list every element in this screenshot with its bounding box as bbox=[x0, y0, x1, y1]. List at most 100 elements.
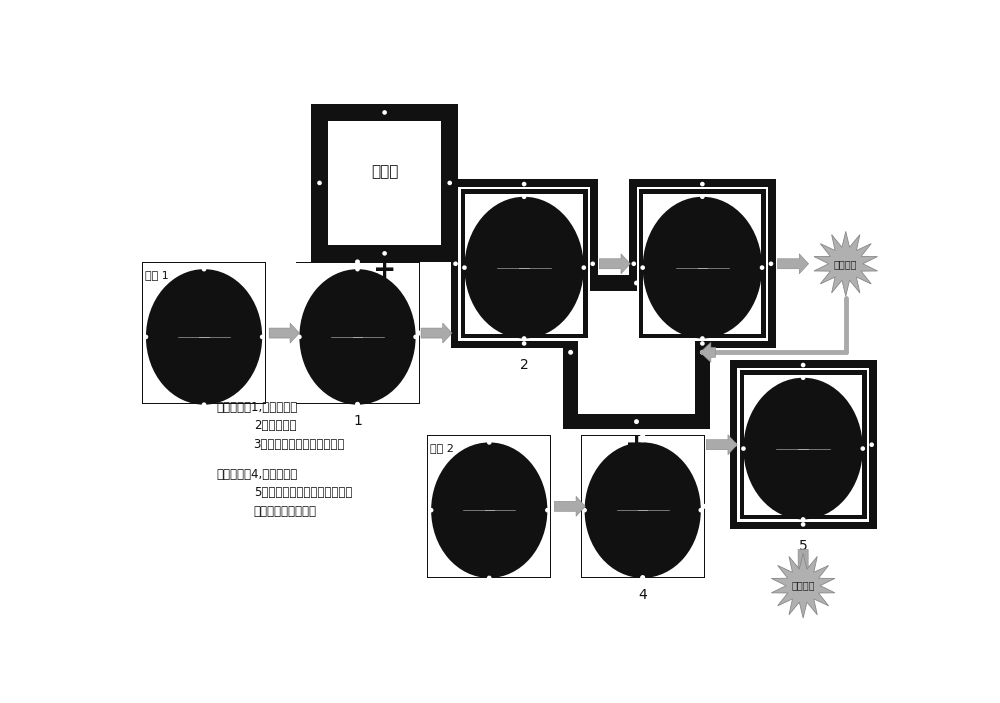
Circle shape bbox=[801, 363, 805, 368]
Circle shape bbox=[382, 110, 387, 115]
Circle shape bbox=[741, 446, 746, 451]
FancyArrow shape bbox=[778, 254, 809, 273]
Polygon shape bbox=[771, 553, 835, 618]
Circle shape bbox=[522, 341, 526, 346]
FancyBboxPatch shape bbox=[428, 436, 550, 576]
Circle shape bbox=[202, 267, 206, 271]
Text: 紫外曝光: 紫外曝光 bbox=[791, 581, 815, 591]
Circle shape bbox=[700, 182, 705, 186]
Circle shape bbox=[801, 375, 805, 380]
Text: 记号对准，安装掩膜: 记号对准，安装掩膜 bbox=[254, 505, 317, 518]
FancyArrow shape bbox=[599, 254, 630, 273]
Text: +: + bbox=[625, 431, 648, 459]
FancyBboxPatch shape bbox=[737, 368, 869, 522]
Text: 2，安装掩膜: 2，安装掩膜 bbox=[254, 419, 296, 432]
Text: +: + bbox=[373, 256, 396, 284]
Ellipse shape bbox=[585, 442, 701, 578]
Circle shape bbox=[640, 440, 645, 445]
Circle shape bbox=[578, 504, 583, 509]
Circle shape bbox=[144, 335, 148, 340]
FancyBboxPatch shape bbox=[730, 360, 877, 529]
Circle shape bbox=[447, 181, 452, 185]
Circle shape bbox=[202, 402, 206, 407]
FancyBboxPatch shape bbox=[465, 194, 583, 334]
FancyBboxPatch shape bbox=[296, 262, 420, 404]
Circle shape bbox=[702, 504, 707, 509]
Circle shape bbox=[297, 335, 302, 340]
Circle shape bbox=[769, 262, 773, 266]
Ellipse shape bbox=[146, 269, 262, 405]
Text: 5: 5 bbox=[799, 539, 808, 553]
Text: 3: 3 bbox=[698, 359, 707, 373]
FancyBboxPatch shape bbox=[581, 435, 705, 578]
Circle shape bbox=[698, 508, 703, 512]
Circle shape bbox=[355, 402, 360, 407]
Circle shape bbox=[801, 522, 805, 527]
FancyBboxPatch shape bbox=[461, 189, 588, 338]
Circle shape bbox=[355, 402, 360, 407]
FancyBboxPatch shape bbox=[637, 187, 768, 341]
Circle shape bbox=[801, 517, 805, 522]
Ellipse shape bbox=[431, 442, 547, 578]
Circle shape bbox=[417, 330, 422, 335]
Circle shape bbox=[382, 251, 387, 256]
FancyArrow shape bbox=[793, 550, 813, 576]
Circle shape bbox=[869, 442, 874, 447]
Circle shape bbox=[545, 508, 550, 512]
FancyBboxPatch shape bbox=[578, 291, 695, 414]
FancyArrow shape bbox=[421, 323, 452, 343]
FancyBboxPatch shape bbox=[142, 262, 266, 404]
Circle shape bbox=[732, 442, 737, 447]
Circle shape bbox=[487, 440, 492, 445]
Ellipse shape bbox=[643, 197, 762, 338]
Circle shape bbox=[631, 262, 636, 266]
Ellipse shape bbox=[299, 269, 416, 405]
FancyBboxPatch shape bbox=[629, 179, 776, 349]
Circle shape bbox=[581, 265, 586, 270]
Circle shape bbox=[700, 195, 705, 199]
Circle shape bbox=[640, 575, 645, 580]
Polygon shape bbox=[814, 231, 877, 296]
FancyBboxPatch shape bbox=[740, 370, 867, 520]
FancyBboxPatch shape bbox=[643, 194, 761, 334]
Circle shape bbox=[760, 265, 764, 270]
Text: 一次曝光：1,掩膜作记号: 一次曝光：1,掩膜作记号 bbox=[216, 401, 298, 414]
Text: 5，掩膜记号与掩膜台上的位置: 5，掩膜记号与掩膜台上的位置 bbox=[254, 486, 352, 499]
Circle shape bbox=[700, 341, 705, 346]
Text: 2: 2 bbox=[520, 359, 528, 373]
Circle shape bbox=[355, 267, 360, 271]
FancyBboxPatch shape bbox=[582, 436, 704, 576]
Circle shape bbox=[568, 350, 573, 355]
FancyArrow shape bbox=[706, 434, 737, 455]
Circle shape bbox=[522, 336, 526, 341]
Circle shape bbox=[462, 265, 467, 270]
Circle shape bbox=[634, 419, 639, 424]
FancyBboxPatch shape bbox=[639, 189, 766, 338]
Text: 掩膜台: 掩膜台 bbox=[371, 164, 398, 179]
FancyBboxPatch shape bbox=[458, 187, 590, 341]
Circle shape bbox=[700, 336, 705, 341]
Circle shape bbox=[522, 182, 526, 186]
Circle shape bbox=[640, 576, 645, 580]
Text: 紫外曝光: 紫外曝光 bbox=[834, 259, 858, 269]
FancyBboxPatch shape bbox=[450, 179, 598, 349]
Circle shape bbox=[293, 330, 298, 335]
Circle shape bbox=[487, 576, 492, 580]
Text: 4: 4 bbox=[638, 588, 647, 602]
Ellipse shape bbox=[743, 378, 863, 520]
FancyBboxPatch shape bbox=[563, 276, 710, 430]
Circle shape bbox=[413, 335, 418, 340]
Circle shape bbox=[700, 350, 705, 355]
Ellipse shape bbox=[464, 197, 584, 338]
FancyBboxPatch shape bbox=[296, 263, 419, 404]
Circle shape bbox=[582, 508, 587, 512]
FancyArrow shape bbox=[700, 342, 716, 362]
Circle shape bbox=[640, 432, 645, 437]
Circle shape bbox=[522, 195, 526, 199]
Text: 1: 1 bbox=[353, 414, 362, 428]
FancyBboxPatch shape bbox=[143, 263, 265, 404]
Circle shape bbox=[860, 446, 865, 451]
Circle shape bbox=[634, 280, 639, 285]
FancyBboxPatch shape bbox=[427, 435, 551, 578]
Circle shape bbox=[317, 181, 322, 185]
